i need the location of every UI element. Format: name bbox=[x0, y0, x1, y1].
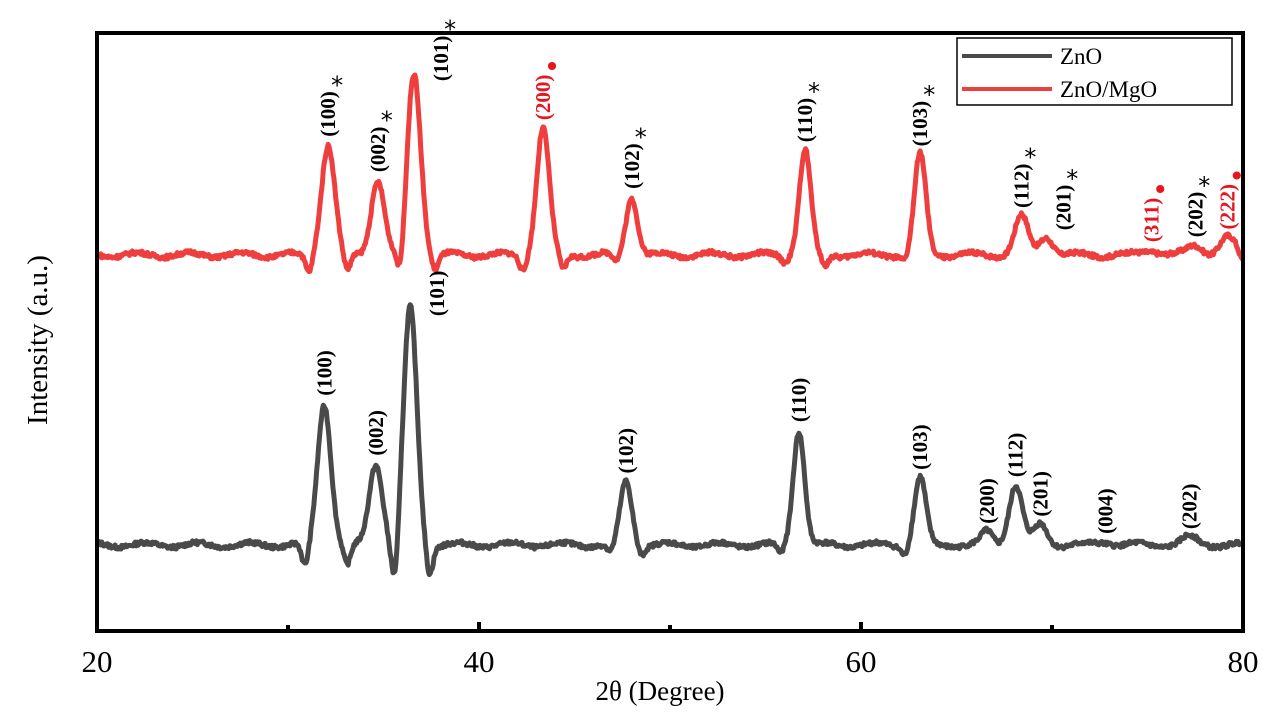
series-line-zno-mgo bbox=[95, 72, 1246, 274]
zno-marker-icon: * bbox=[1024, 144, 1036, 172]
peak-label: (200) bbox=[531, 75, 555, 121]
peak-label: (311) bbox=[1139, 198, 1163, 242]
peak-label: (200) bbox=[975, 478, 999, 524]
x-tick-label: 20 bbox=[82, 644, 113, 679]
legend-label-zno-mgo: ZnO/MgO bbox=[1060, 77, 1157, 102]
legend-box bbox=[956, 37, 1233, 106]
series-line-zno bbox=[95, 302, 1246, 578]
peak-label: (101) bbox=[429, 36, 453, 82]
legend: ZnO ZnO/MgO bbox=[956, 37, 1233, 106]
x-axis-label: 2θ (Degree) bbox=[595, 676, 724, 706]
peak-label: (102) bbox=[620, 143, 644, 189]
zno-marker-icon: * bbox=[923, 81, 935, 109]
mgo-marker-icon: • bbox=[1228, 160, 1245, 193]
zno-marker-icon: * bbox=[381, 107, 393, 135]
zno-marker-icon: * bbox=[1198, 172, 1210, 200]
peak-label: (201) bbox=[1051, 185, 1075, 231]
zno-marker-icon: * bbox=[635, 123, 647, 151]
mgo-marker-icon: • bbox=[544, 51, 561, 84]
peak-label: (002) bbox=[364, 410, 388, 456]
legend-label-zno: ZnO bbox=[1060, 44, 1102, 69]
y-axis-label: Intensity (a.u.) bbox=[22, 255, 54, 425]
peak-label: (102) bbox=[614, 428, 638, 474]
peak-label: (202) bbox=[1178, 484, 1202, 530]
x-axis-ticks: 20 40 60 80 bbox=[82, 622, 1259, 679]
mgo-marker-icon: • bbox=[1152, 174, 1169, 207]
zno-marker-icon: * bbox=[808, 78, 820, 106]
peak-label: (004) bbox=[1094, 488, 1118, 534]
peak-label: (112) bbox=[1004, 433, 1028, 477]
x-tick-label: 60 bbox=[846, 644, 877, 679]
x-tick-label: 40 bbox=[464, 644, 495, 679]
peak-label: (103) bbox=[908, 424, 932, 470]
zno-marker-icon: * bbox=[444, 16, 456, 44]
peak-label: (110) bbox=[787, 378, 811, 422]
peak-label: (222) bbox=[1216, 184, 1240, 230]
peak-label: (103) bbox=[908, 101, 932, 147]
zno-marker-icon: * bbox=[1066, 165, 1078, 193]
peak-label: (100) bbox=[312, 350, 336, 396]
zno-marker-icon: * bbox=[331, 71, 343, 99]
x-tick-label: 80 bbox=[1228, 644, 1259, 679]
peak-label: (101) bbox=[425, 271, 449, 317]
peak-label: (100) bbox=[316, 91, 340, 137]
peak-label: (002) bbox=[366, 127, 390, 173]
plot-series bbox=[95, 72, 1246, 578]
peak-label: (110) bbox=[793, 98, 817, 142]
peak-label: (201) bbox=[1029, 471, 1053, 517]
peak-labels: (100)(002)(101)(102)(110)(103)(200)(112)… bbox=[312, 16, 1245, 534]
peak-label: (202) bbox=[1183, 192, 1207, 238]
peak-label: (112) bbox=[1009, 164, 1033, 208]
